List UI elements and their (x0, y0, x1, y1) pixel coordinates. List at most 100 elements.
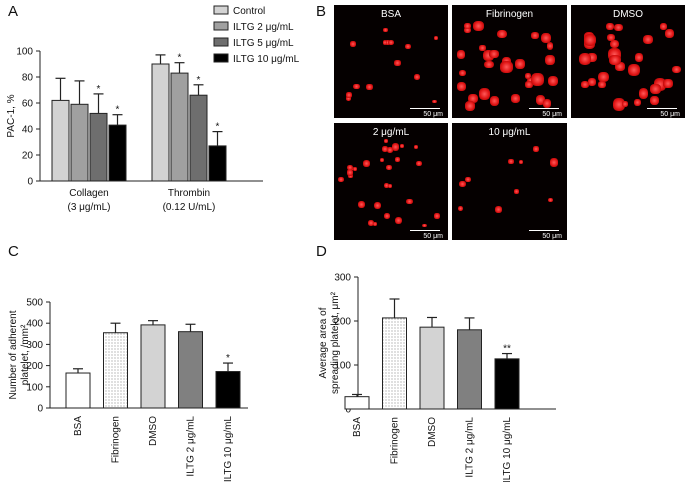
platelet-cell (633, 99, 641, 107)
d-y-axis-label: Average area ofspreading platelet, μm² (318, 291, 341, 394)
platelet-cell (349, 40, 356, 47)
c-y-tick-label: 300 (26, 340, 43, 351)
panel-letter-d: D (316, 243, 327, 260)
platelet-cell (464, 26, 471, 34)
a-y-tick-label: 100 (16, 47, 33, 58)
a-significance-label: * (197, 75, 201, 86)
scale-bar-label: 50 μm (542, 233, 562, 240)
a-legend-label: ILTG 2 μg/mL (233, 22, 294, 33)
platelet-cell (531, 72, 544, 87)
c-x-tick-label: ILTG 2 μg/mL (186, 416, 197, 477)
platelet-cell (650, 84, 661, 95)
d-significance-label: ** (503, 344, 511, 355)
platelet-cell (535, 95, 545, 105)
platelet-cell (468, 93, 478, 103)
platelet-cell (598, 80, 606, 89)
c-bar (65, 372, 91, 409)
platelet-cell (515, 58, 525, 69)
d-bar (344, 396, 370, 410)
platelet-cell (406, 199, 413, 205)
a-y-tick-label: 80 (22, 73, 34, 84)
platelet-cell (387, 184, 392, 188)
a-x-tick-label: (3 μg/mL) (68, 202, 111, 213)
a-y-tick-label: 20 (22, 151, 34, 162)
platelet-cell (358, 200, 366, 209)
a-bar (151, 63, 170, 182)
c-y-tick-label: 100 (26, 382, 43, 393)
platelet-cell (588, 78, 597, 87)
a-legend-swatch (213, 53, 229, 63)
platelet-cell (547, 75, 559, 86)
platelet-cell (413, 144, 419, 149)
a-y-tick-label: 40 (22, 125, 34, 136)
c-y-tick-label: 200 (26, 361, 43, 372)
platelet-cell (524, 73, 532, 80)
platelet-cell (352, 166, 358, 171)
platelet-cell (384, 212, 391, 219)
c-y-tick-label: 0 (37, 404, 43, 415)
a-y-axis-label: PAC-1, % (6, 94, 17, 137)
platelet-cell (366, 84, 373, 91)
platelet-cell (533, 146, 540, 152)
a-significance-label: * (216, 122, 220, 133)
platelet-cell (642, 34, 654, 44)
panel-letter-c: C (8, 243, 19, 260)
a-significance-label: * (178, 53, 182, 64)
platelet-cell (456, 82, 467, 91)
platelet-cell (353, 83, 360, 90)
a-legend-label: ILTG 10 μg/mL (233, 54, 300, 65)
scale-bar (410, 108, 440, 109)
platelet-cell (510, 94, 520, 103)
scale-bar (529, 230, 559, 231)
a-significance-label: * (116, 105, 120, 116)
platelet-cell (434, 213, 440, 220)
platelet-cell (665, 29, 675, 39)
platelet-cell (663, 79, 673, 89)
platelet-cell (387, 40, 395, 46)
c-x-tick-label: ILTG 10 μg/mL (223, 416, 234, 482)
platelet-cell (433, 36, 439, 41)
micrograph-label: DMSO (613, 9, 643, 20)
a-bar (70, 103, 89, 182)
platelet-cell (483, 50, 495, 62)
d-x-tick-label: DMSO (427, 417, 438, 447)
d-x-tick-label: BSA (352, 417, 363, 437)
d-bar (457, 329, 482, 410)
chart-d-spreading-area: 0 100 200 300 Average area ofspreading plate… (318, 273, 556, 482)
platelet-cell (660, 23, 667, 31)
micrograph-iltg-10: 10 μg/mL 50 μm (452, 123, 567, 240)
c-significance-label: * (226, 353, 230, 364)
scale-bar (647, 108, 677, 109)
platelet-cell (488, 49, 499, 58)
platelet-cell (527, 77, 534, 83)
scale-bar-label: 50 μm (423, 111, 443, 118)
platelet-cell (456, 50, 465, 59)
platelet-cell (525, 80, 533, 88)
platelet-cell (422, 223, 427, 228)
platelet-cell (638, 88, 649, 99)
platelet-cell (382, 39, 388, 45)
platelet-cell (542, 99, 551, 108)
a-bar (89, 112, 108, 182)
c-bar (178, 331, 203, 409)
a-bar (170, 72, 189, 182)
c-y-axis-label: Number of adherentplatelet, /mm² (8, 310, 31, 399)
a-legend-swatch (213, 21, 229, 31)
panel-letter-b: B (316, 3, 327, 20)
platelet-cell (490, 96, 500, 106)
scale-bar-label: 50 μm (542, 111, 562, 118)
platelet-cell (367, 219, 375, 226)
scale-bar-label: 50 μm (423, 233, 443, 240)
platelet-cell (578, 52, 592, 65)
d-y-tick-label: 100 (334, 361, 351, 372)
micrograph-fibrinogen: Fibrinogen 50 μm (452, 5, 567, 118)
platelet-cell (545, 54, 555, 65)
platelet-cell (464, 22, 472, 29)
a-bar (108, 124, 127, 182)
c-x-tick-label: BSA (73, 416, 84, 436)
scale-bar-label: 50 μm (660, 111, 680, 118)
micrograph-bsa: BSA 50 μm (334, 5, 448, 118)
micrograph-iltg-2: 2 μg/mL 50 μm (334, 123, 448, 240)
c-y-tick-label: 500 (26, 298, 43, 309)
d-x-tick-label: ILTG 2 μg/mL (465, 417, 476, 478)
